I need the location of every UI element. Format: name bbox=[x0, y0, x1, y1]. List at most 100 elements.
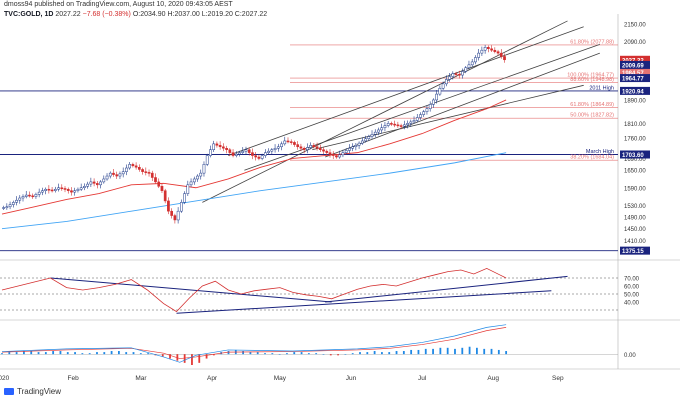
candle-body bbox=[264, 152, 267, 156]
candle-body bbox=[328, 152, 332, 155]
rsi-trendline bbox=[325, 275, 568, 303]
sma-200-line bbox=[1, 152, 507, 230]
candle-body bbox=[322, 149, 325, 152]
candle-body bbox=[189, 181, 193, 186]
candle-body bbox=[444, 79, 448, 85]
candle-body bbox=[192, 178, 196, 183]
candle-body bbox=[254, 155, 258, 158]
candle-body bbox=[283, 140, 287, 145]
y-tick-label: 2090.00 bbox=[624, 40, 646, 46]
candle-body bbox=[66, 188, 70, 191]
candle-body bbox=[41, 190, 44, 193]
rsi-tick-label: 60.00 bbox=[624, 285, 640, 291]
candle-body bbox=[399, 125, 403, 127]
macd-histogram-bar bbox=[74, 352, 76, 355]
x-tick-label: Aug bbox=[487, 375, 499, 382]
candle-body bbox=[176, 210, 180, 221]
macd-histogram-bar bbox=[483, 348, 486, 355]
macd-histogram-bar bbox=[139, 353, 142, 355]
channel-line bbox=[325, 52, 600, 158]
macd-histogram-bar bbox=[103, 352, 106, 355]
level-label: 61.80% (2077.88) bbox=[570, 39, 614, 45]
macd-histogram-bar bbox=[52, 351, 55, 355]
candle-body bbox=[202, 164, 206, 174]
price-tag bbox=[620, 86, 650, 95]
tradingview-icon bbox=[4, 388, 14, 395]
candle-body bbox=[167, 200, 170, 212]
rsi-tick-label: 70.00 bbox=[624, 277, 640, 283]
candle-body bbox=[354, 145, 358, 148]
price-tag-label: 1920.94 bbox=[622, 89, 644, 95]
symbol[interactable]: TVC:GOLD, 1D bbox=[4, 11, 54, 18]
candle-body bbox=[344, 150, 348, 153]
candle-body bbox=[53, 188, 57, 191]
candle-body bbox=[341, 152, 345, 156]
y-tick-label: 1490.00 bbox=[624, 216, 646, 222]
candle-body bbox=[273, 147, 277, 150]
candle-body bbox=[487, 47, 490, 49]
price-tag bbox=[620, 246, 650, 255]
candle-body bbox=[108, 172, 112, 177]
candle-body bbox=[212, 143, 216, 150]
y-tick-label: 2150.00 bbox=[624, 22, 646, 28]
candle-body bbox=[89, 181, 93, 185]
candle-body bbox=[419, 114, 422, 118]
candle-body bbox=[335, 155, 338, 158]
y-tick-label: 1410.00 bbox=[624, 239, 646, 245]
macd-histogram-bar bbox=[307, 353, 310, 355]
x-tick-label: Sep bbox=[552, 375, 564, 382]
candle-body bbox=[280, 143, 283, 148]
macd-line bbox=[1, 324, 507, 363]
candle-body bbox=[289, 141, 293, 143]
rsi-trendline bbox=[176, 290, 552, 314]
candle-body bbox=[144, 171, 148, 173]
candle-body bbox=[215, 143, 219, 146]
candle-body bbox=[302, 147, 306, 150]
candle-body bbox=[373, 131, 377, 135]
macd-histogram-bar bbox=[490, 348, 493, 355]
macd-histogram-bar bbox=[300, 352, 303, 355]
candle-body bbox=[131, 164, 135, 167]
macd-histogram-bar bbox=[212, 354, 215, 356]
x-tick-label: Mar bbox=[135, 375, 147, 382]
candle-body bbox=[428, 104, 432, 109]
candle-body bbox=[134, 165, 138, 168]
macd-histogram-bar bbox=[256, 352, 259, 355]
candle-body bbox=[309, 145, 312, 148]
y-tick-label: 1650.00 bbox=[624, 169, 646, 175]
candle-body bbox=[454, 73, 458, 75]
candle-body bbox=[360, 140, 364, 144]
candle-body bbox=[99, 181, 102, 186]
candle-body bbox=[383, 125, 387, 129]
candle-body bbox=[276, 146, 280, 149]
channel-line bbox=[228, 26, 584, 156]
macd-histogram-bar bbox=[132, 352, 135, 355]
candle-body bbox=[234, 153, 238, 156]
level-label: 38.20% (1684.04) bbox=[570, 155, 614, 161]
macd-histogram-bar bbox=[476, 347, 478, 355]
candle-body bbox=[21, 196, 25, 199]
macd-histogram-bar bbox=[388, 352, 391, 355]
candle-body bbox=[95, 183, 99, 186]
candle-body bbox=[415, 117, 419, 121]
macd-histogram-bar bbox=[344, 354, 347, 355]
candle-body bbox=[222, 146, 225, 149]
candle-body bbox=[425, 108, 429, 112]
macd-histogram-bar bbox=[81, 353, 84, 355]
tradingview-logo[interactable]: TradingView bbox=[4, 387, 61, 396]
macd-histogram-bar bbox=[88, 353, 91, 355]
candle-body bbox=[461, 71, 464, 76]
candle-body bbox=[150, 172, 154, 178]
price-tag-label: 1375.15 bbox=[622, 249, 644, 255]
candle-body bbox=[141, 169, 144, 172]
candle-body bbox=[105, 175, 109, 180]
candle-body bbox=[406, 123, 409, 126]
price-tag bbox=[620, 60, 650, 69]
level-label: March High bbox=[586, 149, 614, 155]
candle-body bbox=[34, 194, 38, 197]
macd-histogram-bar bbox=[169, 354, 171, 359]
candle-body bbox=[170, 210, 174, 216]
candle-body bbox=[260, 155, 264, 159]
macd-histogram-bar bbox=[454, 348, 456, 355]
